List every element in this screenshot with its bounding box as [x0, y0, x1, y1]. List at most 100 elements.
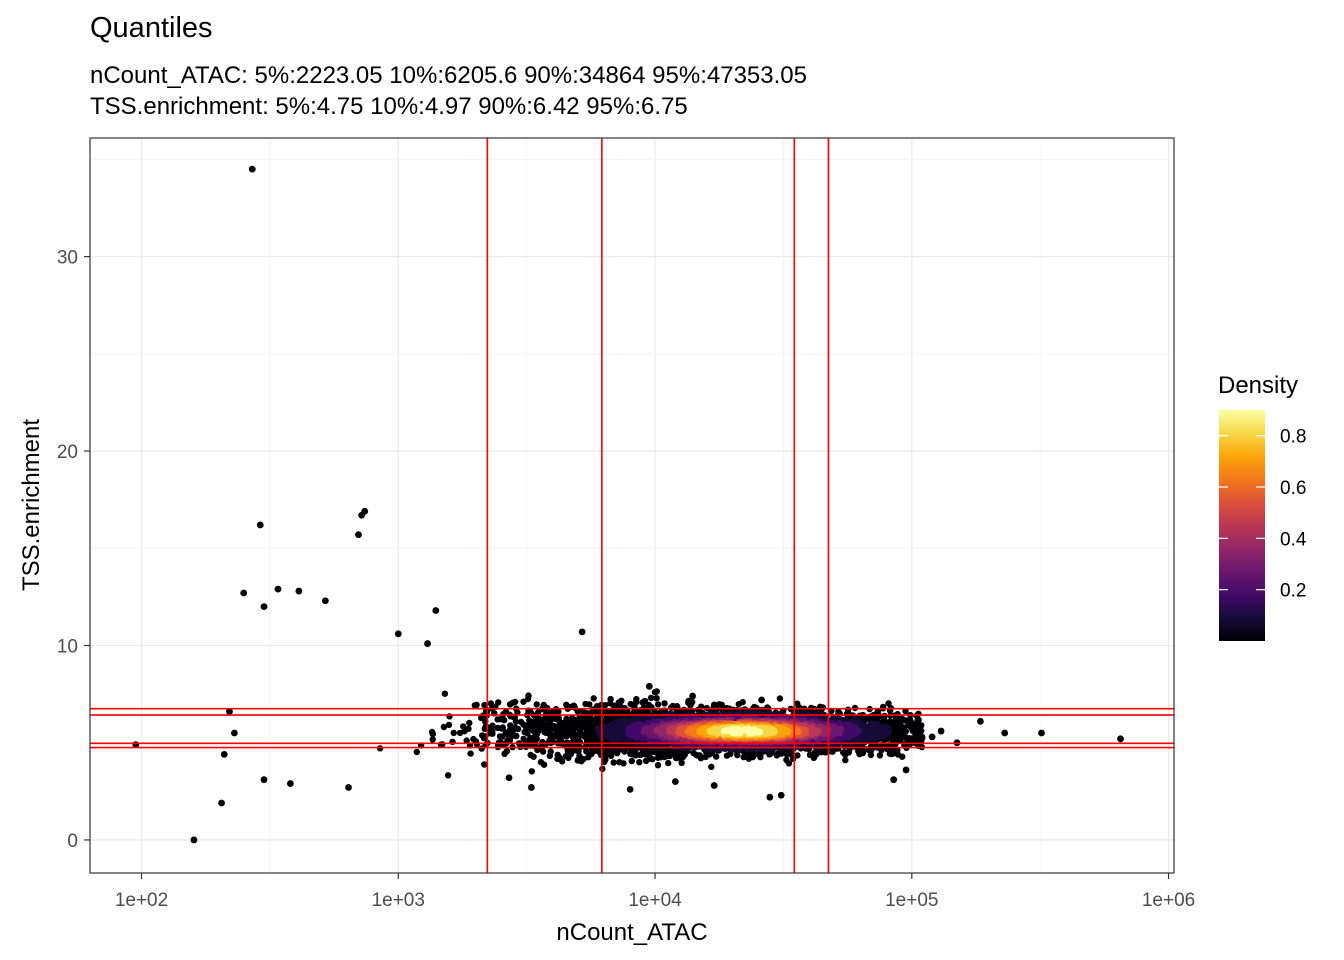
density-point	[876, 752, 884, 759]
density-point	[501, 716, 508, 724]
outlier-point	[645, 682, 653, 690]
density-point	[897, 718, 905, 725]
density-point	[586, 701, 593, 708]
density-point	[601, 702, 609, 709]
density-point	[661, 700, 668, 707]
legend-ticks: 0.2 0.4 0.6 0.8	[1219, 427, 1307, 602]
legend-colorbar	[1219, 410, 1265, 641]
density-point	[636, 759, 643, 766]
y-tick-label: 10	[57, 637, 78, 658]
density-point	[428, 728, 436, 736]
density-point	[478, 714, 485, 722]
quantile-lines	[90, 138, 1174, 873]
y-tick-label: 30	[57, 248, 78, 269]
subtitle-line-tss: TSS.enrichment: 5%:4.75 10%:4.97 90%:6.4…	[90, 93, 688, 120]
density-point	[499, 724, 506, 731]
density-point	[439, 741, 446, 748]
density-point	[481, 701, 488, 709]
outlier-point	[777, 791, 785, 799]
outlier-point	[256, 521, 264, 529]
density-point	[610, 759, 617, 766]
outlier-point	[394, 630, 402, 638]
density-point	[470, 735, 477, 743]
density-point	[883, 728, 890, 736]
density-point	[441, 690, 449, 697]
outlier-point	[758, 696, 765, 704]
density-point	[918, 733, 926, 741]
density-point	[894, 746, 901, 754]
density-point	[539, 738, 546, 746]
density-point	[651, 688, 659, 696]
outlier-point	[321, 597, 329, 605]
density-point	[783, 756, 790, 764]
density-point	[653, 695, 660, 702]
density-point	[616, 759, 623, 766]
outlier-point	[286, 780, 294, 787]
density-point	[446, 713, 453, 720]
outlier-point	[295, 587, 303, 595]
outlier-point	[528, 784, 535, 791]
outlier-point	[578, 628, 586, 636]
density-point	[460, 723, 467, 730]
outlier-point	[220, 750, 228, 758]
outlier-point	[689, 692, 696, 700]
density-point	[776, 695, 784, 702]
density-point	[413, 748, 420, 756]
outlier-point	[230, 729, 238, 737]
density-point	[445, 721, 453, 729]
plot-border	[89, 137, 1175, 874]
density-point	[440, 723, 448, 731]
density-point	[471, 702, 478, 709]
density-point	[708, 763, 715, 770]
density-point	[463, 737, 470, 744]
outlier-point	[218, 799, 225, 807]
chart-subtitle: nCount_ATAC: 5%:2223.05 10%:6205.6 90%:3…	[90, 60, 807, 122]
outlier-point	[505, 774, 513, 782]
density-point	[713, 753, 720, 760]
x-tick-label: 1e+05	[885, 890, 938, 911]
x-tick-label: 1e+02	[115, 890, 168, 911]
outlier-point	[1038, 729, 1045, 737]
outlier-point	[1001, 729, 1009, 737]
x-tick-label: 1e+03	[372, 890, 425, 911]
density-point	[639, 699, 646, 706]
density-point	[429, 736, 436, 743]
density-legend: Density 0.2 0.4 0.6 0.8	[1218, 372, 1307, 641]
x-axis-ticks: 1e+02 1e+03 1e+04 1e+05 1e+06	[115, 873, 1195, 911]
density-point	[902, 708, 909, 715]
outlier-point	[240, 589, 248, 597]
density-point	[665, 759, 672, 767]
x-axis-title: nCount_ATAC	[556, 919, 707, 946]
density-point	[506, 701, 514, 708]
density-point	[590, 695, 597, 702]
y-axis-title: TSS.enrichment	[18, 419, 45, 591]
outlier-point	[260, 603, 268, 611]
density-point	[489, 727, 496, 735]
legend-tick-label: 0.4	[1280, 529, 1307, 550]
outlier-point	[1117, 735, 1124, 743]
density-point	[450, 729, 457, 737]
density-point	[738, 727, 745, 735]
outlier-point	[345, 784, 352, 791]
density-point	[654, 701, 662, 708]
density-point	[775, 749, 782, 757]
outlier-point	[626, 785, 634, 793]
density-point	[520, 698, 527, 705]
outlier-point	[355, 531, 362, 539]
density-point	[628, 757, 635, 765]
y-tick-label: 20	[57, 442, 78, 463]
density-point	[690, 749, 697, 757]
outlier-point	[766, 793, 774, 801]
density-point	[667, 704, 675, 711]
density-point	[465, 725, 472, 732]
density-point	[571, 725, 579, 732]
y-axis-ticks: 0 10 20 30	[57, 248, 90, 852]
density-point	[842, 756, 849, 764]
outlier-point	[710, 782, 718, 789]
outlier-point	[424, 640, 431, 647]
density-point	[740, 753, 747, 761]
density-point	[520, 735, 527, 743]
outlier-point	[937, 727, 945, 735]
density-point	[687, 702, 694, 709]
x-tick-label: 1e+06	[1142, 890, 1195, 911]
